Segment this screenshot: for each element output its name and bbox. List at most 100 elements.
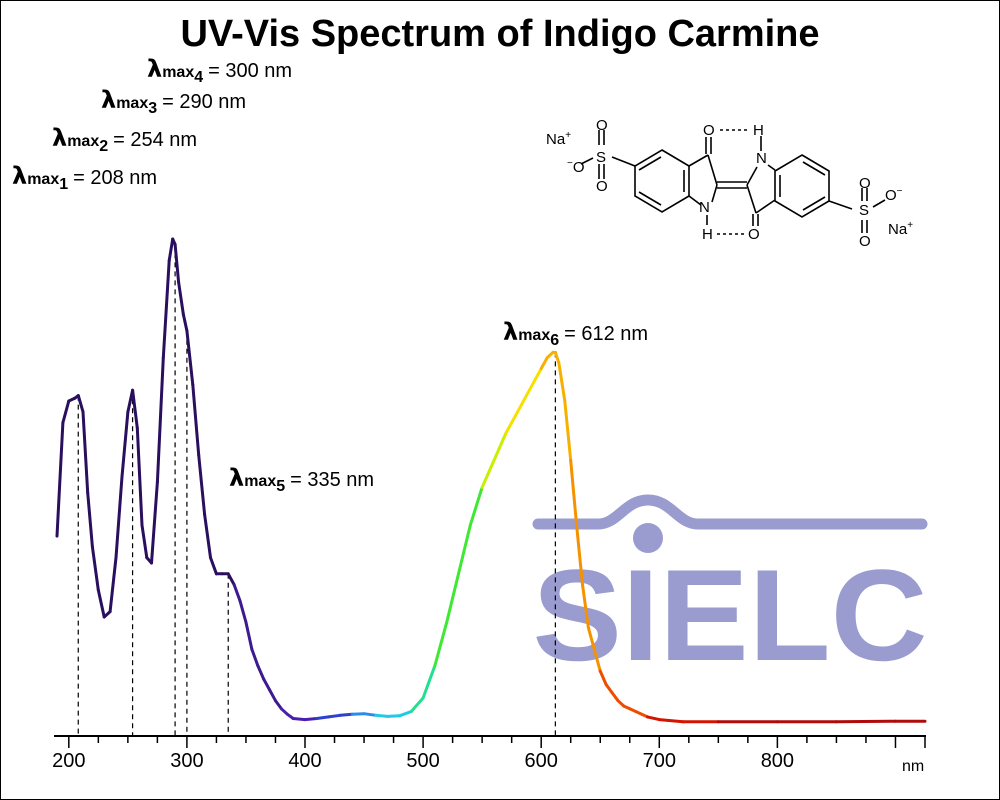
peak-label-2: λmax2 = 254 nm bbox=[52, 124, 197, 155]
spectrum-segment bbox=[181, 313, 189, 333]
peak-markers bbox=[77, 244, 556, 735]
peak-label-1: λmax1 = 208 nm bbox=[12, 162, 157, 193]
spectrum-segment bbox=[327, 713, 342, 719]
spectrum-segment bbox=[203, 512, 212, 560]
spectrum-segment bbox=[527, 367, 543, 392]
spectrum-segment bbox=[226, 572, 236, 587]
spectrum-segment bbox=[386, 714, 401, 718]
spectrum-segment bbox=[516, 388, 531, 414]
logo-text: SIELC bbox=[533, 542, 928, 688]
spectrum-segment bbox=[581, 583, 590, 630]
top-nitrogen: N bbox=[756, 150, 767, 167]
spectrum-segment bbox=[409, 696, 425, 713]
spectrum-segment bbox=[421, 664, 437, 700]
spectrum-segment bbox=[374, 713, 390, 718]
logo-dot bbox=[633, 523, 663, 553]
spectrum-segment bbox=[81, 410, 90, 495]
spectrum-segment bbox=[610, 691, 620, 703]
spectrum-segment bbox=[167, 237, 175, 263]
spectrum-segment bbox=[90, 545, 100, 592]
spectrum-segment bbox=[244, 620, 254, 651]
x-tick-label: 700 bbox=[643, 750, 676, 772]
spectrum-segment bbox=[398, 710, 413, 718]
x-tick-label: 800 bbox=[761, 750, 794, 772]
left-n-c2-bond bbox=[711, 184, 718, 203]
spectrum-line bbox=[55, 237, 927, 724]
spectrum-segment bbox=[262, 677, 272, 692]
spectrum-segment bbox=[504, 410, 520, 435]
x-tick-label: 400 bbox=[288, 750, 321, 772]
spectrum-segment bbox=[120, 410, 130, 479]
right-oxygen-bottom: O bbox=[859, 233, 871, 250]
spectrum-segment bbox=[191, 383, 201, 457]
left-c3-bond bbox=[688, 154, 709, 167]
peak-label-6: λmax6 = 612 nm bbox=[503, 318, 648, 349]
structure-atoms: Na+ S O O −O O H N N H O S O O O− Na+ bbox=[546, 117, 913, 250]
spectrum-segment bbox=[586, 626, 596, 651]
spectrum-segment bbox=[433, 620, 449, 668]
right-oxygen-minus: O− bbox=[885, 186, 903, 204]
spectrum-segment bbox=[268, 688, 277, 703]
na-top: Na+ bbox=[546, 130, 571, 148]
top-hydrogen: H bbox=[753, 122, 764, 139]
spectrum-segment bbox=[197, 453, 207, 516]
spectrum-segment bbox=[539, 356, 549, 371]
spectrum-segment bbox=[445, 572, 460, 624]
peak-label-4: λmax4 = 300 nm bbox=[147, 55, 292, 86]
spectrum-segment bbox=[834, 719, 897, 724]
peak-label-3: λmax3 = 290 nm bbox=[101, 86, 246, 117]
left-ring-double-3 bbox=[638, 191, 662, 206]
spectrum-segment bbox=[563, 399, 573, 462]
right-ring-double-1 bbox=[802, 161, 826, 176]
spectrum-segment bbox=[76, 394, 85, 414]
spectrum-segment bbox=[177, 280, 185, 317]
spectrum-segment bbox=[480, 458, 496, 489]
chart-title: UV-Vis Spectrum of Indigo Carmine bbox=[180, 13, 819, 55]
left-oxygen-minus: −O bbox=[567, 158, 585, 176]
left-sulfonate-bond bbox=[611, 156, 636, 167]
spectrum-segment bbox=[598, 669, 608, 686]
spectrum-segment bbox=[457, 523, 472, 576]
spectrum-segment bbox=[108, 556, 118, 614]
left-ring-double-1 bbox=[638, 156, 662, 171]
spectrum-segment bbox=[161, 259, 171, 360]
sielc-logo: SIELC bbox=[532, 494, 928, 688]
right-c3-ring-bond bbox=[755, 199, 776, 214]
spectrum-segment bbox=[553, 350, 561, 365]
spectrum-segment bbox=[150, 480, 159, 565]
spectrum-segment bbox=[274, 699, 283, 711]
spectrum-segment bbox=[575, 523, 584, 587]
top-carbonyl-oxygen: O bbox=[703, 122, 715, 139]
spectrum-segment bbox=[303, 717, 319, 722]
left-sulfur: S bbox=[596, 149, 606, 166]
bottom-hydrogen: H bbox=[702, 226, 713, 243]
right-oxygen-top: O bbox=[859, 175, 871, 192]
spectrum-segment bbox=[232, 583, 242, 603]
spectrum-segment bbox=[492, 431, 508, 462]
spectrum-segment bbox=[350, 712, 366, 716]
left-c3-c2-bond bbox=[707, 154, 718, 186]
na-bottom: Na+ bbox=[888, 220, 913, 238]
x-axis-unit: nm bbox=[902, 758, 924, 775]
spectrum-segment bbox=[61, 399, 71, 425]
spectrum-segment bbox=[646, 715, 661, 722]
right-sulfur: S bbox=[859, 202, 869, 219]
spectrum-segment bbox=[140, 523, 149, 560]
right-n-c2-bond bbox=[746, 166, 758, 186]
x-tick-label: 500 bbox=[406, 750, 439, 772]
x-tick-label: 300 bbox=[170, 750, 203, 772]
spectrum-segment bbox=[114, 475, 124, 560]
spectrum-segment bbox=[657, 718, 685, 724]
spectrum-segment bbox=[256, 664, 266, 681]
spectrum-segment bbox=[135, 426, 144, 527]
spectrum-segment bbox=[362, 712, 378, 717]
spectrum-segment bbox=[86, 491, 94, 549]
spectrum-segment bbox=[55, 421, 65, 538]
x-tick-label: 600 bbox=[525, 750, 558, 772]
spectrum-segment bbox=[96, 588, 106, 619]
spectrum-segment bbox=[557, 361, 567, 403]
spectrum-segment bbox=[634, 710, 649, 719]
left-s-o-minus bbox=[580, 157, 594, 165]
